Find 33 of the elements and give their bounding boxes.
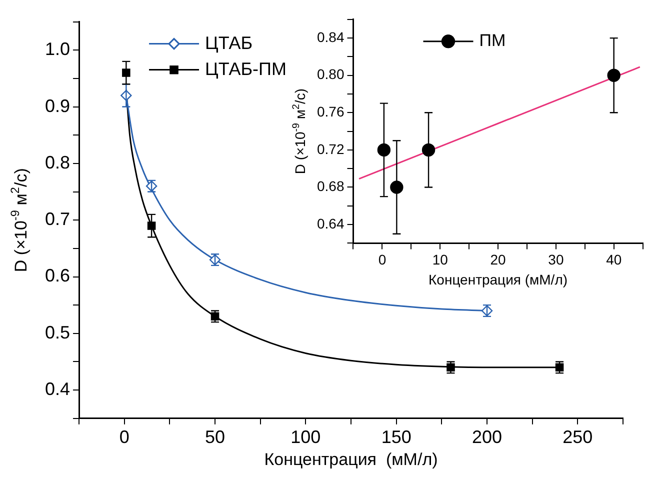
x-tick-label: 100 xyxy=(290,427,321,448)
x-tick-label: 40 xyxy=(606,251,622,268)
x-tick-label: 150 xyxy=(381,427,412,448)
y-tick-label: 0.68 xyxy=(317,178,344,194)
y-tick-label: 0.7 xyxy=(44,209,70,230)
x-tick-label: 50 xyxy=(205,427,226,448)
x-tick-label: 200 xyxy=(472,427,502,448)
y-tick-label: 0.80 xyxy=(317,66,344,82)
y-tick-label: 0.64 xyxy=(317,215,344,232)
y-tick-label: 0.4 xyxy=(44,379,70,400)
y-tick-label: 0.5 xyxy=(44,322,70,342)
x-axis-title: Концентрация (мМ/л) xyxy=(264,450,438,470)
x-tick-label: 0 xyxy=(119,427,130,448)
y-tick-label: 0.9 xyxy=(44,96,70,116)
x-axis-title: Концентрация (мМ/л) xyxy=(428,272,568,288)
legend-label: ЦТАБ xyxy=(205,32,253,53)
x-tick-label: 0 xyxy=(378,251,386,268)
x-tick-label: 20 xyxy=(490,251,506,268)
y-tick-label: 0.72 xyxy=(317,140,344,157)
y-tick-label: 0.76 xyxy=(317,104,344,120)
legend-label: ПМ xyxy=(479,31,506,50)
y-tick-label: 0.6 xyxy=(44,266,70,286)
point xyxy=(377,143,391,157)
x-tick-label: 250 xyxy=(562,427,593,448)
legend-label: ЦТАБ-ПМ xyxy=(205,58,286,79)
point xyxy=(422,143,436,157)
x-tick-label: 10 xyxy=(432,251,448,268)
y-tick-label: 1.0 xyxy=(44,39,70,60)
y-tick-label: 0.84 xyxy=(317,28,344,45)
y-axis-title: D (×10-9 м2/с) xyxy=(8,168,30,272)
x-tick-label: 30 xyxy=(548,251,564,268)
y-axis-title: D (×10-9 м2/с) xyxy=(291,88,308,174)
y-tick-label: 0.8 xyxy=(44,152,70,172)
